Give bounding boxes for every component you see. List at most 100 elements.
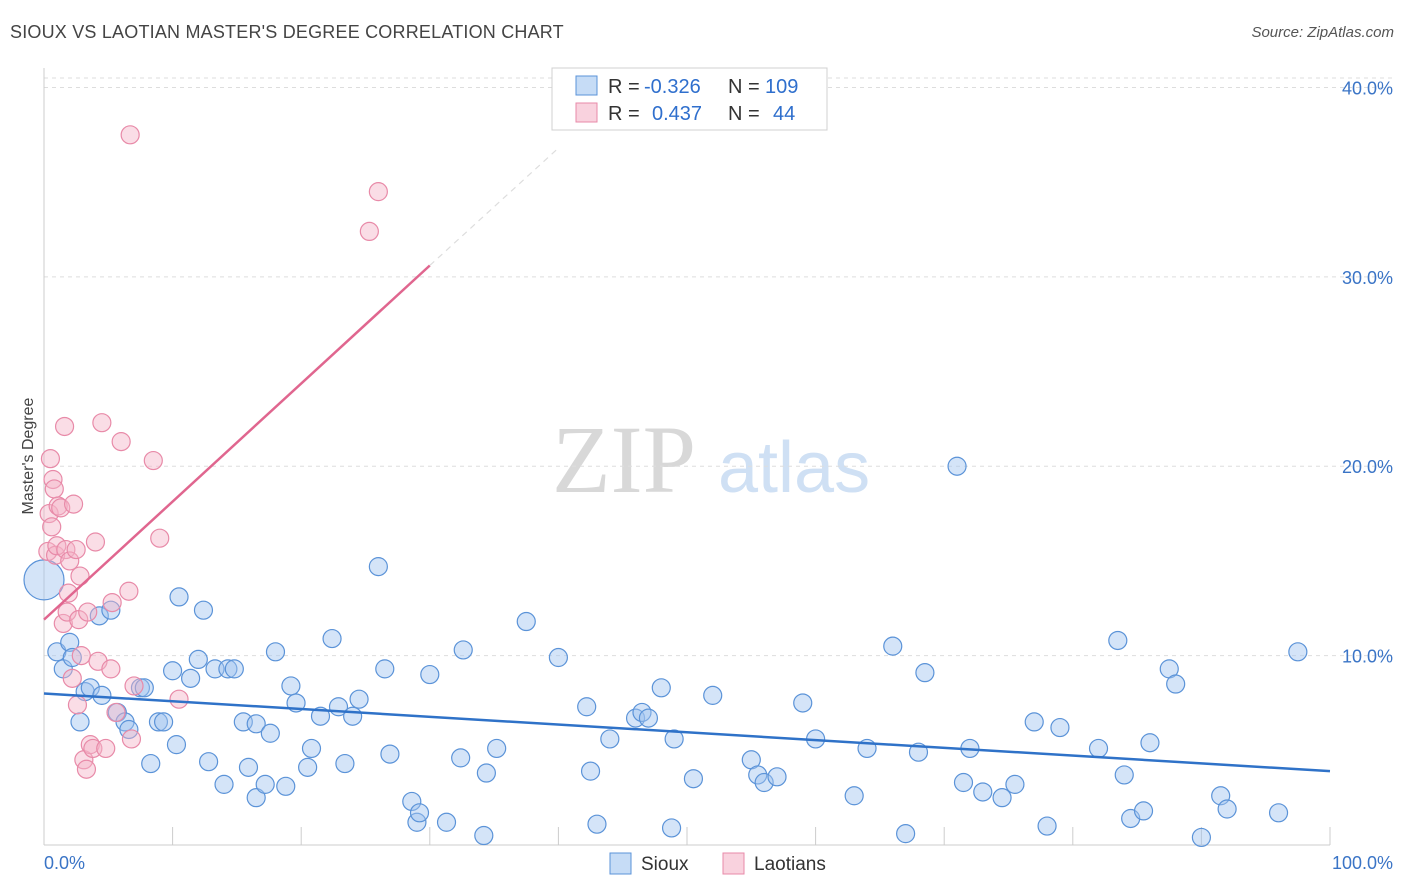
data-point xyxy=(453,640,473,660)
legend-r-label-laotians: R = xyxy=(608,103,640,125)
legend-r-label-sioux: R = xyxy=(608,76,640,98)
y-tick-label: 10.0% xyxy=(1342,647,1393,667)
data-point xyxy=(141,753,161,774)
data-point xyxy=(349,689,369,709)
data-point xyxy=(992,788,1012,808)
trend-line-laotians xyxy=(43,264,431,621)
data-point xyxy=(661,818,682,838)
data-point xyxy=(120,125,140,145)
data-point xyxy=(748,765,768,785)
data-point xyxy=(1166,674,1186,694)
data-point xyxy=(53,613,73,634)
data-point xyxy=(193,600,214,620)
data-point xyxy=(40,449,61,469)
data-point xyxy=(1024,712,1044,732)
data-point xyxy=(375,659,395,679)
data-point xyxy=(651,678,671,698)
data-point xyxy=(255,774,275,794)
data-point xyxy=(1108,630,1128,651)
data-point xyxy=(1140,733,1160,753)
data-point xyxy=(1288,642,1308,662)
data-point xyxy=(1088,738,1109,759)
y-tick-labels: 10.0% 20.0% 30.0% 40.0% xyxy=(1342,78,1393,666)
data-point xyxy=(71,646,91,666)
data-point xyxy=(451,748,471,768)
data-point xyxy=(260,723,280,743)
data-point xyxy=(106,702,126,723)
data-point xyxy=(169,587,189,607)
trend-line-laotians-extension xyxy=(429,147,559,266)
data-point xyxy=(89,606,109,626)
data-point xyxy=(246,714,266,734)
data-point xyxy=(60,551,80,571)
data-point xyxy=(56,539,76,560)
data-point xyxy=(121,729,142,749)
data-point xyxy=(111,432,131,452)
data-point xyxy=(238,757,259,777)
data-point xyxy=(322,628,342,649)
data-point xyxy=(793,693,813,713)
data-point xyxy=(844,786,864,806)
legend-r-value-sioux: -0.326 xyxy=(644,76,701,98)
bottom-legend-swatch-laotians xyxy=(722,852,745,875)
data-point xyxy=(276,776,296,796)
data-point xyxy=(143,450,163,471)
axes xyxy=(43,68,1331,846)
data-point xyxy=(124,676,144,696)
data-point xyxy=(368,557,388,577)
data-point xyxy=(915,663,935,683)
data-point xyxy=(947,456,967,476)
y-tick-label: 40.0% xyxy=(1342,78,1393,98)
data-point xyxy=(163,661,183,681)
legend-n-label-laotians: N = xyxy=(728,103,760,125)
watermark-zip: ZIP xyxy=(552,406,696,513)
data-point xyxy=(51,498,71,518)
data-point xyxy=(166,735,187,755)
x-tick-label-min: 0.0% xyxy=(44,853,85,873)
data-point xyxy=(101,600,121,620)
data-point xyxy=(66,539,86,560)
data-point xyxy=(62,668,82,688)
data-point xyxy=(101,659,121,679)
data-point xyxy=(119,581,139,601)
data-point xyxy=(1133,801,1154,821)
data-point xyxy=(58,583,79,603)
data-point xyxy=(380,744,400,764)
data-point xyxy=(638,708,659,728)
data-point xyxy=(973,782,993,802)
data-point xyxy=(335,753,355,774)
data-point xyxy=(580,761,601,781)
legend-n-value-laotians: 44 xyxy=(773,103,795,125)
data-point xyxy=(42,517,62,537)
data-point xyxy=(214,774,234,794)
chart-title: SIOUX VS LAOTIAN MASTER'S DEGREE CORRELA… xyxy=(10,22,564,42)
data-point xyxy=(516,611,536,632)
data-point xyxy=(953,772,974,793)
data-point xyxy=(70,712,90,732)
data-point xyxy=(60,632,80,652)
data-point xyxy=(78,602,98,622)
y-axis-label: Master's Degree xyxy=(20,397,37,514)
data-point xyxy=(76,759,97,779)
data-point xyxy=(301,738,322,759)
data-point xyxy=(600,729,620,749)
data-point xyxy=(436,812,457,832)
data-point xyxy=(767,767,787,787)
data-point xyxy=(310,706,331,726)
data-point xyxy=(1191,827,1212,848)
data-point xyxy=(181,668,201,688)
legend-box: R = -0.326 N = 109 R = 0.437 N = 44 xyxy=(551,67,828,131)
data-point xyxy=(896,824,916,844)
data-point xyxy=(148,712,169,732)
data-point xyxy=(92,413,112,433)
data-point xyxy=(883,636,903,656)
x-tick-labels: 0.0% 100.0% xyxy=(44,853,1393,873)
data-point xyxy=(246,788,266,808)
data-point xyxy=(402,791,422,812)
data-point xyxy=(23,559,65,601)
data-point xyxy=(96,738,116,759)
data-point xyxy=(298,757,318,777)
data-point xyxy=(218,659,238,679)
data-point xyxy=(664,729,684,749)
